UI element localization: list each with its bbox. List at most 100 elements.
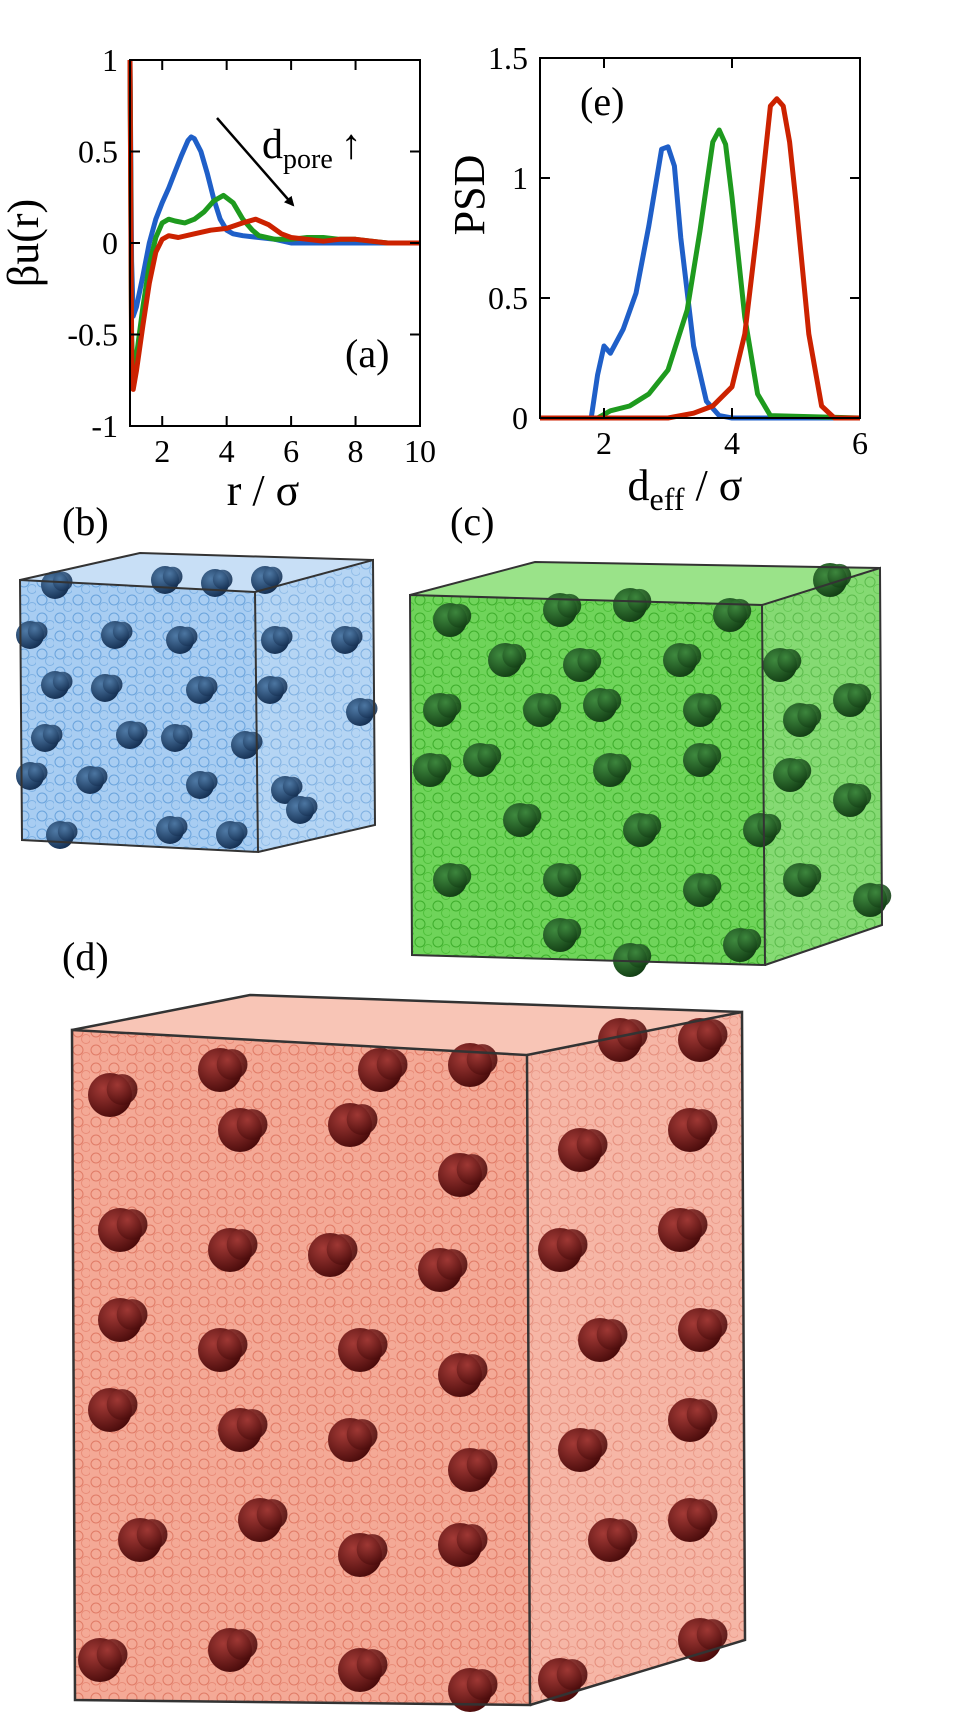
pore-blob <box>517 803 542 828</box>
pore-blob <box>686 1499 718 1530</box>
panel-e: 2 4 6 0 0.5 1 1.5 deff / σ PSD (e) <box>445 40 868 517</box>
pore-blob <box>256 1499 288 1530</box>
pore-blob <box>797 703 822 728</box>
y-tick-label: 1.5 <box>488 40 528 76</box>
x-tick-label: 2 <box>154 433 170 469</box>
panel-e-xlabel-sub: eff <box>650 481 685 517</box>
series-line-blue <box>127 59 420 319</box>
pore-blob <box>696 1019 728 1050</box>
panel-b-simulation-box <box>16 551 378 854</box>
pore-blob <box>346 1419 378 1450</box>
pore-blob <box>346 1104 378 1135</box>
panel-e-xlabel-main: d <box>628 461 650 510</box>
pore-blob <box>376 1049 408 1080</box>
panel-a: 2 4 6 8 10 -1 -0.5 0 0.5 1 r / σ βu(r) (a) dpore ↑ <box>0 42 436 515</box>
y-tick-label: -0.5 <box>67 317 118 353</box>
cube-d-pores <box>78 1018 728 1712</box>
pore-blob <box>197 676 218 697</box>
pore-blob <box>282 776 303 797</box>
pore-blob <box>677 643 702 668</box>
pore-blob <box>87 766 108 787</box>
panel-c-label: (c) <box>450 499 494 544</box>
pore-blob <box>556 1659 588 1690</box>
pore-blob <box>456 1524 488 1555</box>
panel-e-frame <box>539 57 861 419</box>
pore-blob <box>262 566 283 587</box>
series-line-green <box>540 127 861 421</box>
pore-blob <box>106 1074 138 1105</box>
pore-blob <box>466 1669 498 1700</box>
pore-blob <box>597 688 622 713</box>
cube-c-top-face <box>410 562 880 605</box>
trend-annotation: dpore ↑ <box>262 122 362 175</box>
pore-blob <box>96 1639 128 1670</box>
pore-blob <box>576 1429 608 1460</box>
cube-d-edges <box>70 993 747 1707</box>
pore-blob <box>216 1329 248 1360</box>
pore-blob <box>216 1049 248 1080</box>
pore-blob <box>326 1234 358 1265</box>
pore-blob <box>197 771 218 792</box>
pore-blob <box>356 1329 388 1360</box>
pore-blob <box>557 918 582 943</box>
panel-d-simulation-box <box>70 993 747 1712</box>
y-tick-label: -1 <box>91 408 118 444</box>
pore-blob <box>297 796 318 817</box>
panel-e-ticks: 2 4 6 0 0.5 1 1.5 <box>488 40 868 461</box>
pore-blob <box>637 813 662 838</box>
pore-blob <box>697 743 722 768</box>
trend-arrow <box>216 117 295 207</box>
pore-blob <box>466 1044 498 1075</box>
pore-blob <box>466 1449 498 1480</box>
pore-blob <box>27 762 48 783</box>
pore-blob <box>787 758 812 783</box>
panel-e-xlabel-tail: / σ <box>684 461 742 510</box>
x-tick-label: 8 <box>348 433 364 469</box>
panel-b-label: (b) <box>62 499 109 544</box>
pore-blob <box>577 648 602 673</box>
pore-blob <box>267 676 288 697</box>
trend-annotation-up-arrow: ↑ <box>341 122 362 168</box>
pore-blob <box>227 821 248 842</box>
panel-a-series-group <box>127 59 420 392</box>
pore-blob <box>456 1354 488 1385</box>
pore-blob <box>477 743 502 768</box>
pore-blob <box>557 593 582 618</box>
pore-blob <box>242 731 263 752</box>
pore-blob <box>162 566 183 587</box>
pore-blob <box>226 1229 258 1260</box>
pore-blob <box>236 1109 268 1140</box>
pore-blob <box>557 863 582 888</box>
panel-e-label: (e) <box>580 79 624 124</box>
pore-blob <box>342 626 363 647</box>
panel-e-ylabel: PSD <box>445 155 494 236</box>
pore-blob <box>607 753 632 778</box>
panel-a-ticks: 2 4 6 8 10 -1 -0.5 0 0.5 1 <box>67 42 436 469</box>
pore-blob <box>727 598 752 623</box>
x-tick-label: 2 <box>596 425 612 461</box>
pore-blob <box>686 1399 718 1430</box>
pore-blob <box>236 1409 268 1440</box>
x-tick-label: 10 <box>404 433 436 469</box>
pore-blob <box>136 1519 168 1550</box>
pore-blob <box>27 621 48 642</box>
panel-c-simulation-box <box>408 560 892 977</box>
pore-blob <box>172 724 193 745</box>
pore-blob <box>127 721 148 742</box>
pore-blob <box>177 626 198 647</box>
pore-blob <box>447 863 472 888</box>
panel-e-xlabel: deff / σ <box>628 461 743 517</box>
pore-blob <box>167 816 188 837</box>
pore-blob <box>356 1649 388 1680</box>
pore-blob <box>847 683 872 708</box>
y-tick-label: 1 <box>512 160 528 196</box>
pore-blob <box>456 1154 488 1185</box>
cube-d-top-face <box>72 995 742 1055</box>
trend-annotation-subscript: pore <box>283 144 333 175</box>
pore-blob <box>757 813 782 838</box>
series-line-blue <box>540 144 860 421</box>
trend-annotation-symbol: d <box>262 122 283 168</box>
cube-c-front-face <box>410 595 765 965</box>
pore-blob <box>57 821 78 842</box>
